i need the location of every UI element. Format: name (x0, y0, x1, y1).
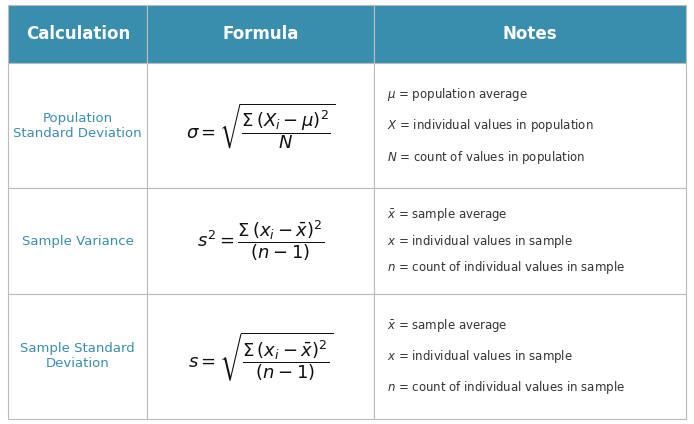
Bar (147, 188, 374, 294)
Bar (8, 188, 147, 294)
Text: Sample Standard
Deviation: Sample Standard Deviation (20, 343, 135, 371)
Text: Formula: Formula (223, 25, 299, 43)
Text: $n$ = count of individual values in sample: $n$ = count of individual values in samp… (387, 379, 625, 396)
Text: Population
Standard Deviation: Population Standard Deviation (13, 112, 142, 140)
Text: $X$ = individual values in population: $X$ = individual values in population (387, 117, 593, 134)
Text: $s^2 = \dfrac{\Sigma\,(x_i - \bar{x})^2}{(n - 1)}$: $s^2 = \dfrac{\Sigma\,(x_i - \bar{x})^2}… (197, 219, 324, 263)
Text: $x$ = individual values in sample: $x$ = individual values in sample (387, 348, 573, 365)
Text: Notes: Notes (502, 25, 557, 43)
Bar (147, 5, 374, 63)
Bar (374, 294, 686, 419)
Text: $N$ = count of values in population: $N$ = count of values in population (387, 148, 584, 165)
Text: $\bar{x}$ = sample average: $\bar{x}$ = sample average (387, 317, 507, 334)
Text: $s = \sqrt{\dfrac{\Sigma\,(x_i - \bar{x})^2}{(n - 1)}}$: $s = \sqrt{\dfrac{\Sigma\,(x_i - \bar{x}… (188, 330, 333, 383)
Bar (374, 5, 686, 63)
Bar (8, 294, 147, 419)
Bar (147, 294, 374, 419)
Text: Calculation: Calculation (26, 25, 130, 43)
Text: $n$ = count of individual values in sample: $n$ = count of individual values in samp… (387, 259, 625, 276)
Text: Sample Variance: Sample Variance (22, 234, 134, 248)
Text: $x$ = individual values in sample: $x$ = individual values in sample (387, 233, 573, 250)
Text: $\mu$ = population average: $\mu$ = population average (387, 86, 527, 103)
Bar (147, 63, 374, 188)
Bar (374, 63, 686, 188)
Bar (8, 63, 147, 188)
Text: $\bar{x}$ = sample average: $\bar{x}$ = sample average (387, 206, 507, 223)
Text: $\sigma = \sqrt{\dfrac{\Sigma\,(X_i - \mu)^2}{N}}$: $\sigma = \sqrt{\dfrac{\Sigma\,(X_i - \m… (186, 101, 335, 151)
Bar (374, 188, 686, 294)
Bar (8, 5, 147, 63)
